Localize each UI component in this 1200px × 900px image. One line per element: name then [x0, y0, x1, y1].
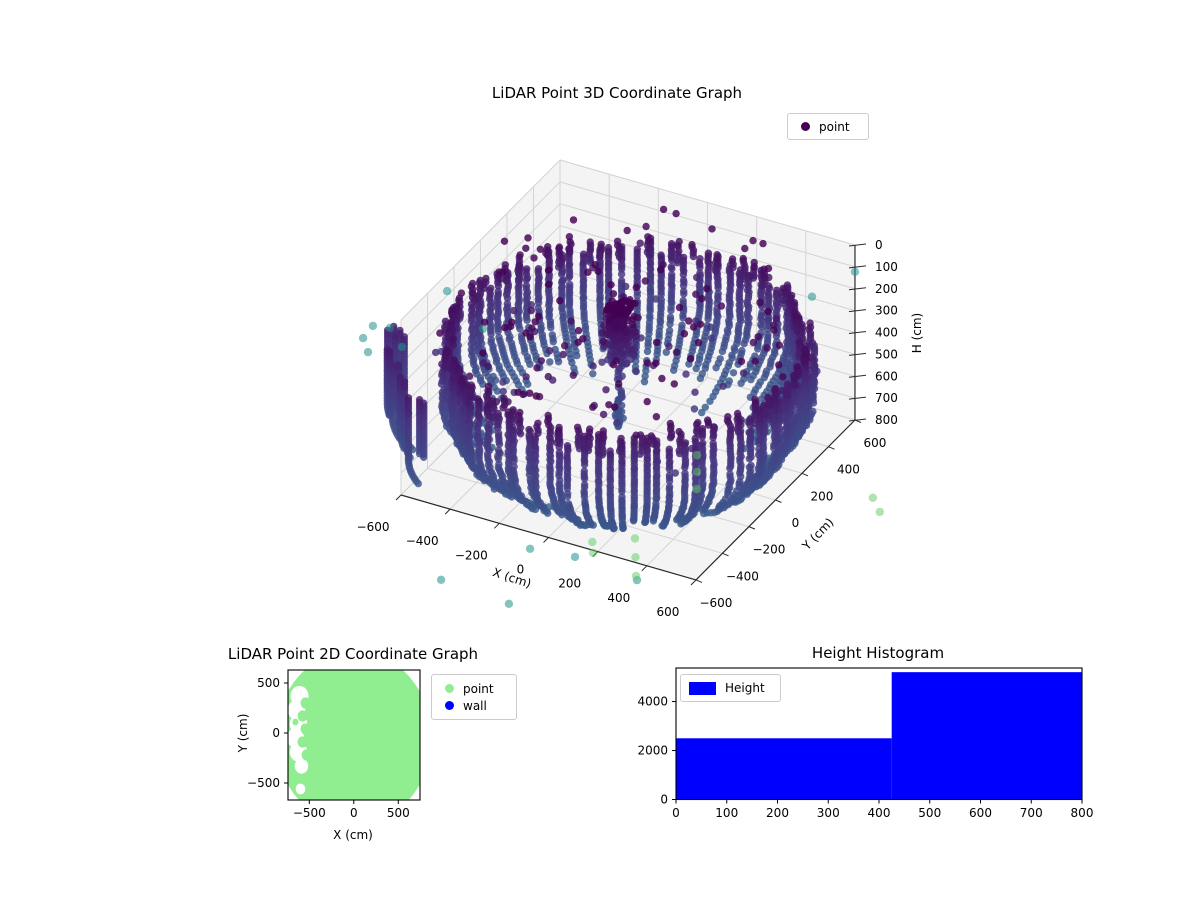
point-marker-icon: [445, 684, 454, 693]
svg-text:0: 0: [350, 806, 358, 820]
svg-text:0: 0: [875, 238, 883, 252]
legend-label-point2d: point: [463, 681, 494, 696]
svg-text:300: 300: [817, 806, 840, 820]
svg-text:0: 0: [672, 806, 680, 820]
svg-text:400: 400: [875, 326, 898, 340]
plot3d-legend: point: [787, 113, 869, 140]
svg-text:4000: 4000: [637, 695, 668, 709]
svg-text:100: 100: [715, 806, 738, 820]
svg-text:400: 400: [607, 591, 630, 605]
plot3d-zlabel: H (cm): [910, 312, 924, 354]
svg-text:700: 700: [1020, 806, 1043, 820]
svg-text:−500: −500: [293, 806, 326, 820]
histogram-bar: [676, 738, 892, 800]
svg-text:0: 0: [517, 562, 525, 576]
svg-text:−400: −400: [406, 534, 439, 548]
svg-text:0: 0: [792, 516, 800, 530]
legend-entry-wall2d: wall: [440, 699, 508, 713]
svg-text:200: 200: [766, 806, 789, 820]
svg-text:600: 600: [864, 436, 887, 450]
plot2d-ylabel: Y (cm): [236, 713, 250, 753]
svg-text:600: 600: [657, 605, 680, 619]
svg-text:−200: −200: [455, 548, 488, 562]
wall-marker-icon: [445, 701, 454, 710]
svg-text:400: 400: [868, 806, 891, 820]
svg-text:600: 600: [969, 806, 992, 820]
svg-text:−600: −600: [357, 520, 390, 534]
svg-text:−600: −600: [699, 596, 732, 610]
svg-text:100: 100: [875, 260, 898, 274]
svg-text:300: 300: [875, 304, 898, 318]
svg-text:800: 800: [875, 413, 898, 427]
plot2d-xlabel: X (cm): [333, 828, 373, 842]
svg-text:−200: −200: [752, 543, 785, 557]
histogram-bar: [891, 672, 1082, 800]
plot2d-axes: −500 0 500 500 0 −500: [247, 669, 421, 820]
legend-label-wall2d: wall: [463, 698, 487, 713]
histogram-title: Height Histogram: [811, 644, 945, 662]
svg-text:2000: 2000: [637, 744, 668, 758]
svg-text:500: 500: [875, 347, 898, 361]
plot2d-points: [288, 670, 420, 800]
svg-text:400: 400: [837, 463, 860, 477]
svg-text:600: 600: [875, 369, 898, 383]
histogram-axes: 0 100 200 300 400 500 600 700 800 0 2000 4000: [637, 667, 1094, 820]
svg-text:500: 500: [918, 806, 941, 820]
histogram-legend: Height: [680, 674, 781, 702]
plot2d-legend: point wall: [431, 674, 517, 720]
height-swatch-icon: [689, 681, 716, 695]
plot3d-title: LiDAR Point 3D Coordinate Graph: [491, 84, 743, 102]
svg-text:200: 200: [875, 282, 898, 296]
svg-text:−500: −500: [247, 776, 280, 790]
svg-text:700: 700: [875, 391, 898, 405]
legend-label-height: Height: [725, 681, 765, 695]
point-marker-icon: [801, 122, 810, 131]
svg-text:800: 800: [1071, 806, 1094, 820]
svg-text:0: 0: [660, 793, 668, 807]
plot3d-pointcloud: [358, 205, 884, 608]
legend-entry-height: Height: [689, 681, 772, 695]
legend-label-point3d: point: [819, 119, 850, 134]
svg-text:500: 500: [257, 676, 280, 690]
svg-text:200: 200: [558, 577, 581, 591]
legend-entry-point3d: point: [796, 120, 860, 134]
svg-text:0: 0: [272, 726, 280, 740]
svg-text:500: 500: [387, 806, 410, 820]
legend-entry-point2d: point: [440, 682, 508, 696]
svg-text:200: 200: [811, 489, 834, 503]
svg-text:−400: −400: [726, 569, 759, 583]
plot2d-title: LiDAR Point 2D Coordinate Graph: [227, 645, 479, 663]
